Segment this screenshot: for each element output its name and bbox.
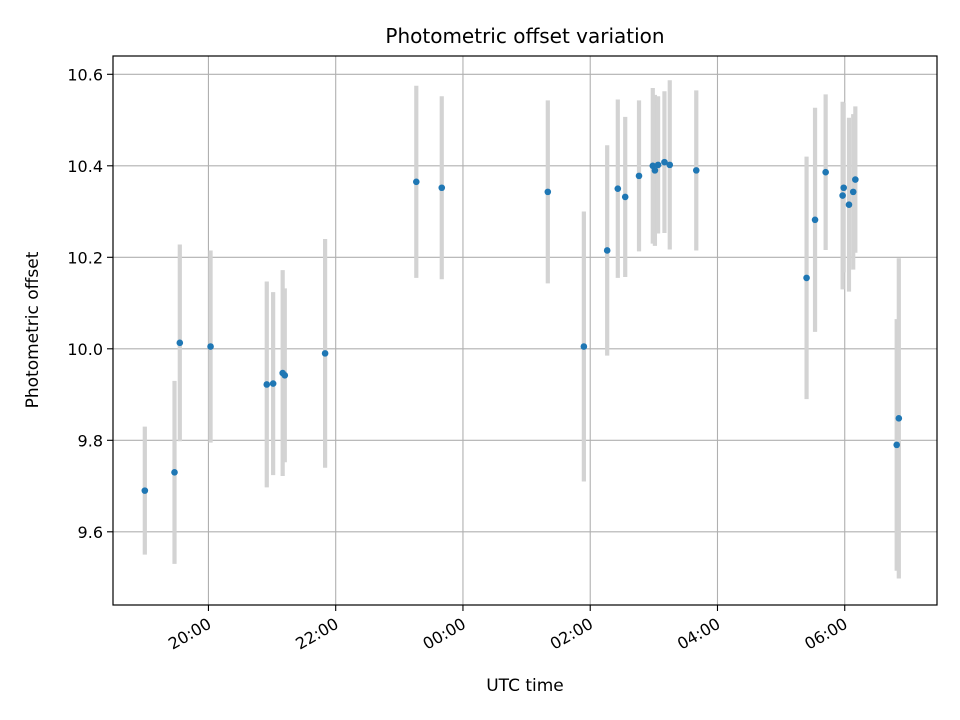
data-point — [661, 158, 668, 166]
plot-frame — [112, 55, 938, 606]
data-point — [176, 339, 184, 347]
data-point — [635, 172, 643, 180]
data-point — [621, 193, 629, 201]
data-point — [839, 192, 846, 199]
data-point — [580, 343, 588, 350]
data-points — [141, 158, 903, 494]
data-point — [614, 185, 622, 192]
chart-title: Photometric offset variation — [385, 24, 664, 48]
data-point — [845, 201, 853, 208]
data-point — [893, 441, 901, 449]
y-axis-label: Photometric offset — [23, 251, 43, 408]
y-tick-label: 10.4 — [67, 157, 103, 176]
data-point — [803, 274, 810, 282]
data-point — [666, 161, 674, 169]
data-point — [269, 380, 277, 387]
data-point — [895, 415, 903, 422]
data-point — [412, 178, 420, 186]
data-point — [852, 176, 859, 183]
data-point — [321, 350, 329, 357]
data-point — [438, 184, 446, 192]
grid — [113, 56, 937, 605]
data-point — [651, 167, 659, 174]
data-point — [544, 188, 552, 196]
y-tick-label: 10.0 — [67, 340, 103, 359]
y-tick-label: 9.8 — [78, 431, 103, 450]
x-axis-label: UTC time — [486, 676, 564, 696]
data-point — [207, 343, 214, 350]
y-axis-ticks: 9.6 9.8 10.0 10.2 10.4 10.6 — [67, 65, 113, 542]
data-point — [281, 372, 289, 379]
y-tick-label: 10.2 — [67, 248, 103, 267]
data-point — [171, 469, 178, 476]
data-point — [263, 381, 271, 388]
data-point — [822, 168, 829, 176]
data-point — [603, 247, 611, 254]
y-tick-label: 9.6 — [78, 523, 103, 542]
data-point — [692, 167, 700, 174]
y-tick-label: 10.6 — [67, 65, 103, 84]
data-point — [849, 188, 857, 196]
data-point — [840, 184, 847, 192]
data-point — [141, 487, 149, 494]
data-point — [811, 216, 819, 224]
data-point — [654, 161, 662, 169]
